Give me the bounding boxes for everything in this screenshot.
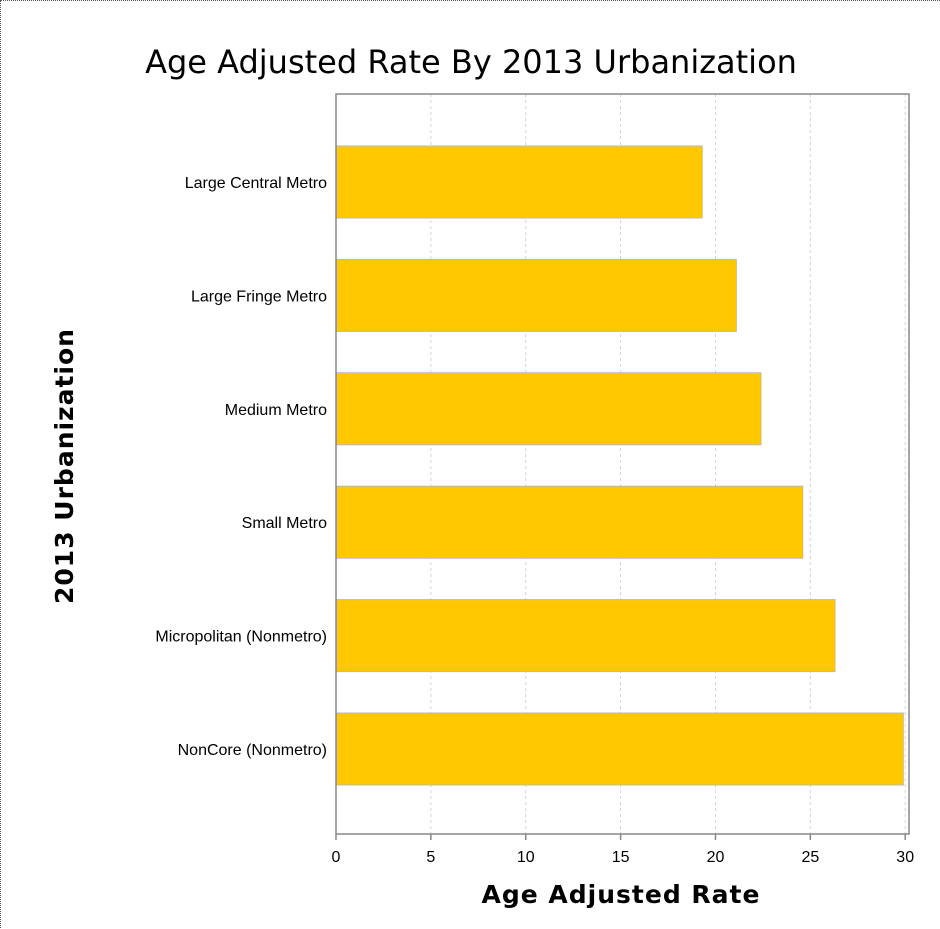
bar [335, 372, 762, 446]
x-tick-label: 15 [612, 849, 630, 866]
bar [335, 485, 804, 559]
category-label: NonCore (Nonmetro) [178, 742, 327, 759]
x-tick-label: 30 [896, 849, 914, 866]
bars [335, 145, 904, 786]
bar [335, 712, 904, 786]
category-labels: Large Central Metro Large Fringe Metro Med… [155, 175, 327, 759]
bar [335, 258, 737, 332]
category-label: Large Central Metro [185, 175, 327, 192]
x-axis-title: Age Adjusted Rate [482, 880, 761, 909]
chart-title: Age Adjusted Rate By 2013 Urbanization [145, 43, 797, 81]
x-tick-label: 25 [801, 849, 819, 866]
bar [335, 145, 703, 219]
y-axis-title: 2013 Urbanization [50, 328, 79, 604]
x-tick-label: 20 [707, 849, 725, 866]
category-label: Medium Metro [225, 402, 327, 419]
plot-area [335, 93, 910, 835]
category-label: Small Metro [242, 515, 327, 532]
x-axis-ticks: 0 5 10 15 20 25 30 [332, 834, 914, 866]
x-tick-label: 5 [426, 849, 435, 866]
category-label: Large Fringe Metro [191, 288, 327, 305]
bar [335, 599, 836, 673]
x-tick-label: 10 [517, 849, 535, 866]
category-label: Micropolitan (Nonmetro) [155, 629, 327, 646]
x-tick-label: 0 [332, 849, 341, 866]
